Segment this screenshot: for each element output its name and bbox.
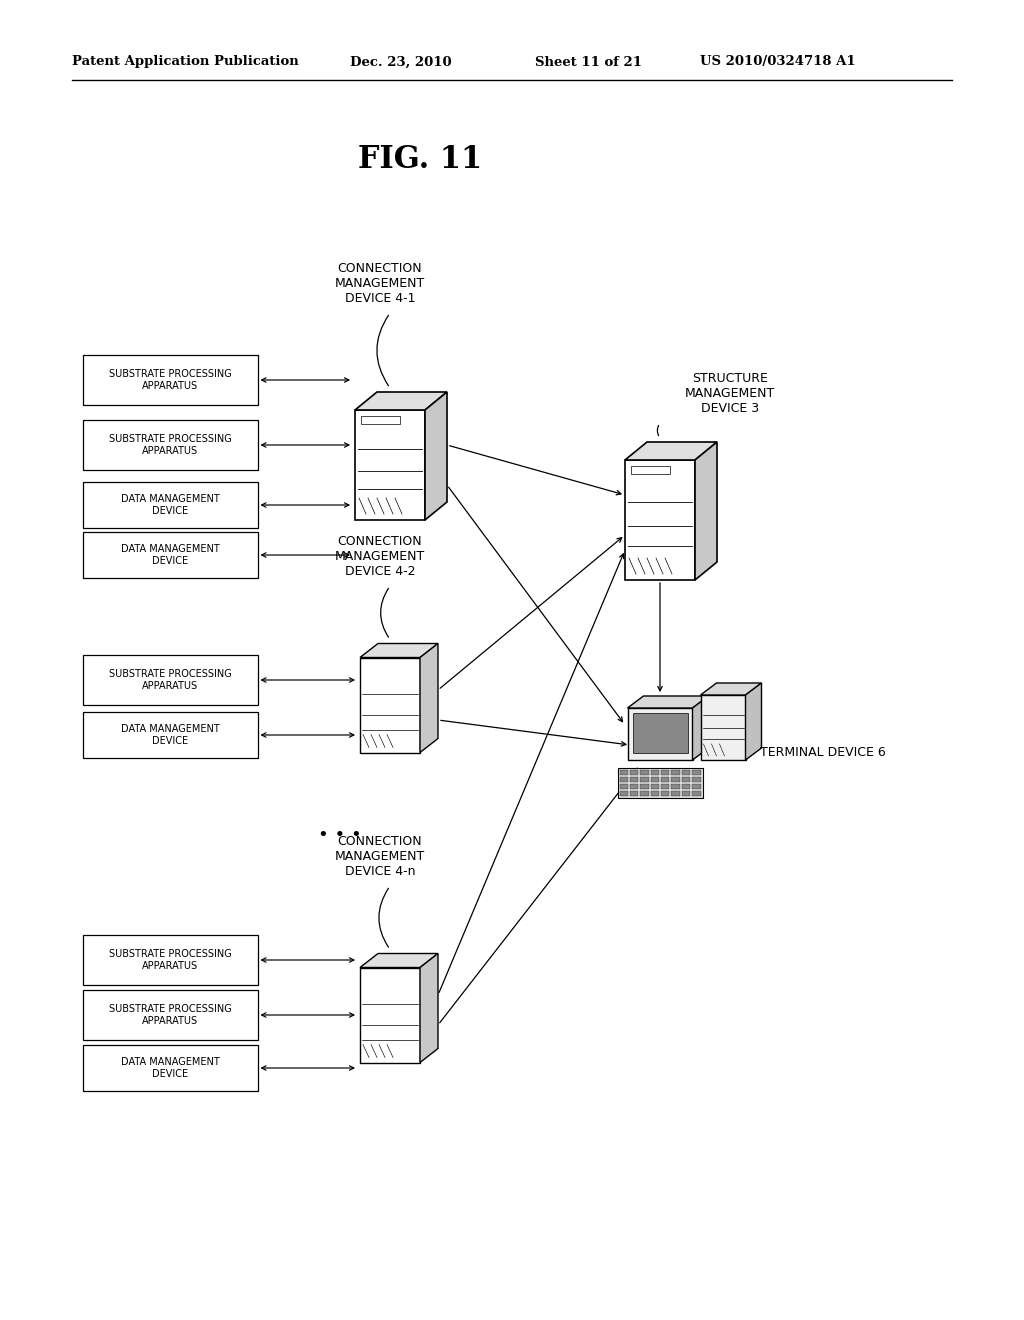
Bar	[682, 777, 690, 781]
Bar	[662, 770, 670, 775]
Bar	[682, 791, 690, 796]
Bar	[630, 791, 638, 796]
Polygon shape	[360, 657, 420, 752]
Bar	[672, 784, 680, 789]
Text: STRUCTURE
MANAGEMENT
DEVICE 3: STRUCTURE MANAGEMENT DEVICE 3	[685, 372, 775, 414]
Bar	[682, 770, 690, 775]
Polygon shape	[700, 682, 762, 696]
Bar	[630, 784, 638, 789]
Bar	[662, 784, 670, 789]
Bar	[692, 770, 700, 775]
Polygon shape	[628, 708, 692, 760]
Bar	[83, 990, 257, 1040]
Polygon shape	[360, 644, 438, 657]
Bar	[83, 655, 257, 705]
Polygon shape	[360, 953, 438, 968]
Bar	[83, 711, 257, 758]
Bar	[662, 791, 670, 796]
Bar	[662, 777, 670, 781]
Bar	[650, 784, 659, 789]
Bar	[620, 777, 628, 781]
Bar	[640, 777, 648, 781]
Polygon shape	[420, 953, 438, 1063]
Text: SUBSTRATE PROCESSING
APPARATUS: SUBSTRATE PROCESSING APPARATUS	[109, 434, 231, 455]
Text: Sheet 11 of 21: Sheet 11 of 21	[535, 55, 642, 69]
Polygon shape	[420, 644, 438, 752]
Bar	[692, 784, 700, 789]
Text: DATA MANAGEMENT
DEVICE: DATA MANAGEMENT DEVICE	[121, 725, 219, 746]
Polygon shape	[360, 968, 420, 1063]
Bar	[620, 791, 628, 796]
Bar	[620, 784, 628, 789]
Text: DATA MANAGEMENT
DEVICE: DATA MANAGEMENT DEVICE	[121, 1057, 219, 1078]
Polygon shape	[695, 442, 717, 579]
Text: US 2010/0324718 A1: US 2010/0324718 A1	[700, 55, 856, 69]
Text: DATA MANAGEMENT
DEVICE: DATA MANAGEMENT DEVICE	[121, 544, 219, 566]
Bar	[631, 466, 670, 474]
Bar	[83, 355, 257, 405]
Bar	[83, 420, 257, 470]
Text: Patent Application Publication: Patent Application Publication	[72, 55, 299, 69]
Bar	[630, 770, 638, 775]
Text: CONNECTION
MANAGEMENT
DEVICE 4-1: CONNECTION MANAGEMENT DEVICE 4-1	[335, 261, 425, 305]
Bar	[650, 791, 659, 796]
Polygon shape	[700, 696, 745, 760]
Bar	[617, 768, 702, 799]
Polygon shape	[692, 696, 709, 760]
Text: DATA MANAGEMENT
DEVICE: DATA MANAGEMENT DEVICE	[121, 494, 219, 516]
Bar	[692, 791, 700, 796]
Text: SUBSTRATE PROCESSING
APPARATUS: SUBSTRATE PROCESSING APPARATUS	[109, 1005, 231, 1026]
Bar	[672, 777, 680, 781]
Text: • • •: • • •	[318, 826, 361, 843]
Polygon shape	[355, 411, 425, 520]
Bar	[630, 777, 638, 781]
Text: Dec. 23, 2010: Dec. 23, 2010	[350, 55, 452, 69]
Bar	[650, 777, 659, 781]
Text: SUBSTRATE PROCESSING
APPARATUS: SUBSTRATE PROCESSING APPARATUS	[109, 949, 231, 970]
Bar	[672, 770, 680, 775]
Text: FIG. 11: FIG. 11	[358, 144, 482, 176]
Text: CONNECTION
MANAGEMENT
DEVICE 4-2: CONNECTION MANAGEMENT DEVICE 4-2	[335, 535, 425, 578]
Bar	[640, 784, 648, 789]
Bar	[620, 770, 628, 775]
Bar	[672, 791, 680, 796]
Bar	[682, 784, 690, 789]
Text: TERMINAL DEVICE 6: TERMINAL DEVICE 6	[760, 746, 886, 759]
Bar	[640, 791, 648, 796]
Polygon shape	[625, 459, 695, 579]
Bar	[83, 1045, 257, 1092]
Text: SUBSTRATE PROCESSING
APPARATUS: SUBSTRATE PROCESSING APPARATUS	[109, 669, 231, 690]
Polygon shape	[355, 392, 447, 411]
Bar	[361, 416, 399, 424]
Bar	[83, 482, 257, 528]
Polygon shape	[628, 696, 709, 708]
Polygon shape	[425, 392, 447, 520]
Polygon shape	[745, 682, 762, 760]
Bar	[640, 770, 648, 775]
Bar	[83, 935, 257, 985]
Polygon shape	[625, 442, 717, 459]
Bar	[692, 777, 700, 781]
Bar	[633, 713, 687, 752]
Bar	[83, 532, 257, 578]
Text: SUBSTRATE PROCESSING
APPARATUS: SUBSTRATE PROCESSING APPARATUS	[109, 370, 231, 391]
Bar	[650, 770, 659, 775]
Text: CONNECTION
MANAGEMENT
DEVICE 4-n: CONNECTION MANAGEMENT DEVICE 4-n	[335, 836, 425, 878]
